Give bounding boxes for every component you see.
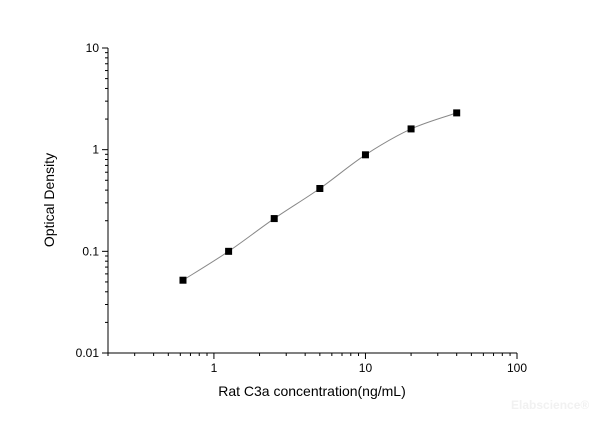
data-point [179,276,187,284]
data-point [270,215,278,223]
x-tick-label: 100 [507,361,527,375]
y-tick-label: 10 [86,41,100,55]
x-axis-label: Rat C3a concentration(ng/mL) [218,383,406,399]
y-tick-label: 0.01 [76,346,100,360]
data-point [407,125,415,133]
fit-curve [182,112,457,281]
data-point [225,247,233,255]
y-axis-label: Optical Density [41,153,57,247]
y-tick-label: 1 [92,143,99,157]
x-tick-label: 10 [359,361,373,375]
data-point [361,151,369,159]
y-tick-label: 0.1 [82,244,99,258]
data-point [316,184,324,192]
x-tick-label: 1 [211,361,218,375]
data-point [453,109,461,117]
watermark: Elabscience® [511,398,590,412]
